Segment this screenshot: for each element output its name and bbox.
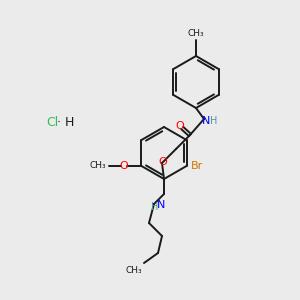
Text: O: O bbox=[176, 121, 184, 131]
Text: Br: Br bbox=[190, 161, 203, 171]
Text: O: O bbox=[159, 157, 167, 167]
Text: CH₃: CH₃ bbox=[125, 266, 142, 275]
Text: N: N bbox=[157, 200, 165, 210]
Text: O: O bbox=[119, 161, 128, 171]
Text: H: H bbox=[151, 202, 159, 212]
Text: CH₃: CH₃ bbox=[90, 161, 106, 170]
Text: CH₃: CH₃ bbox=[188, 29, 204, 38]
Text: Cl: Cl bbox=[46, 116, 58, 128]
Text: N: N bbox=[202, 116, 210, 126]
Text: · H: · H bbox=[57, 116, 75, 128]
Text: H: H bbox=[210, 116, 218, 126]
